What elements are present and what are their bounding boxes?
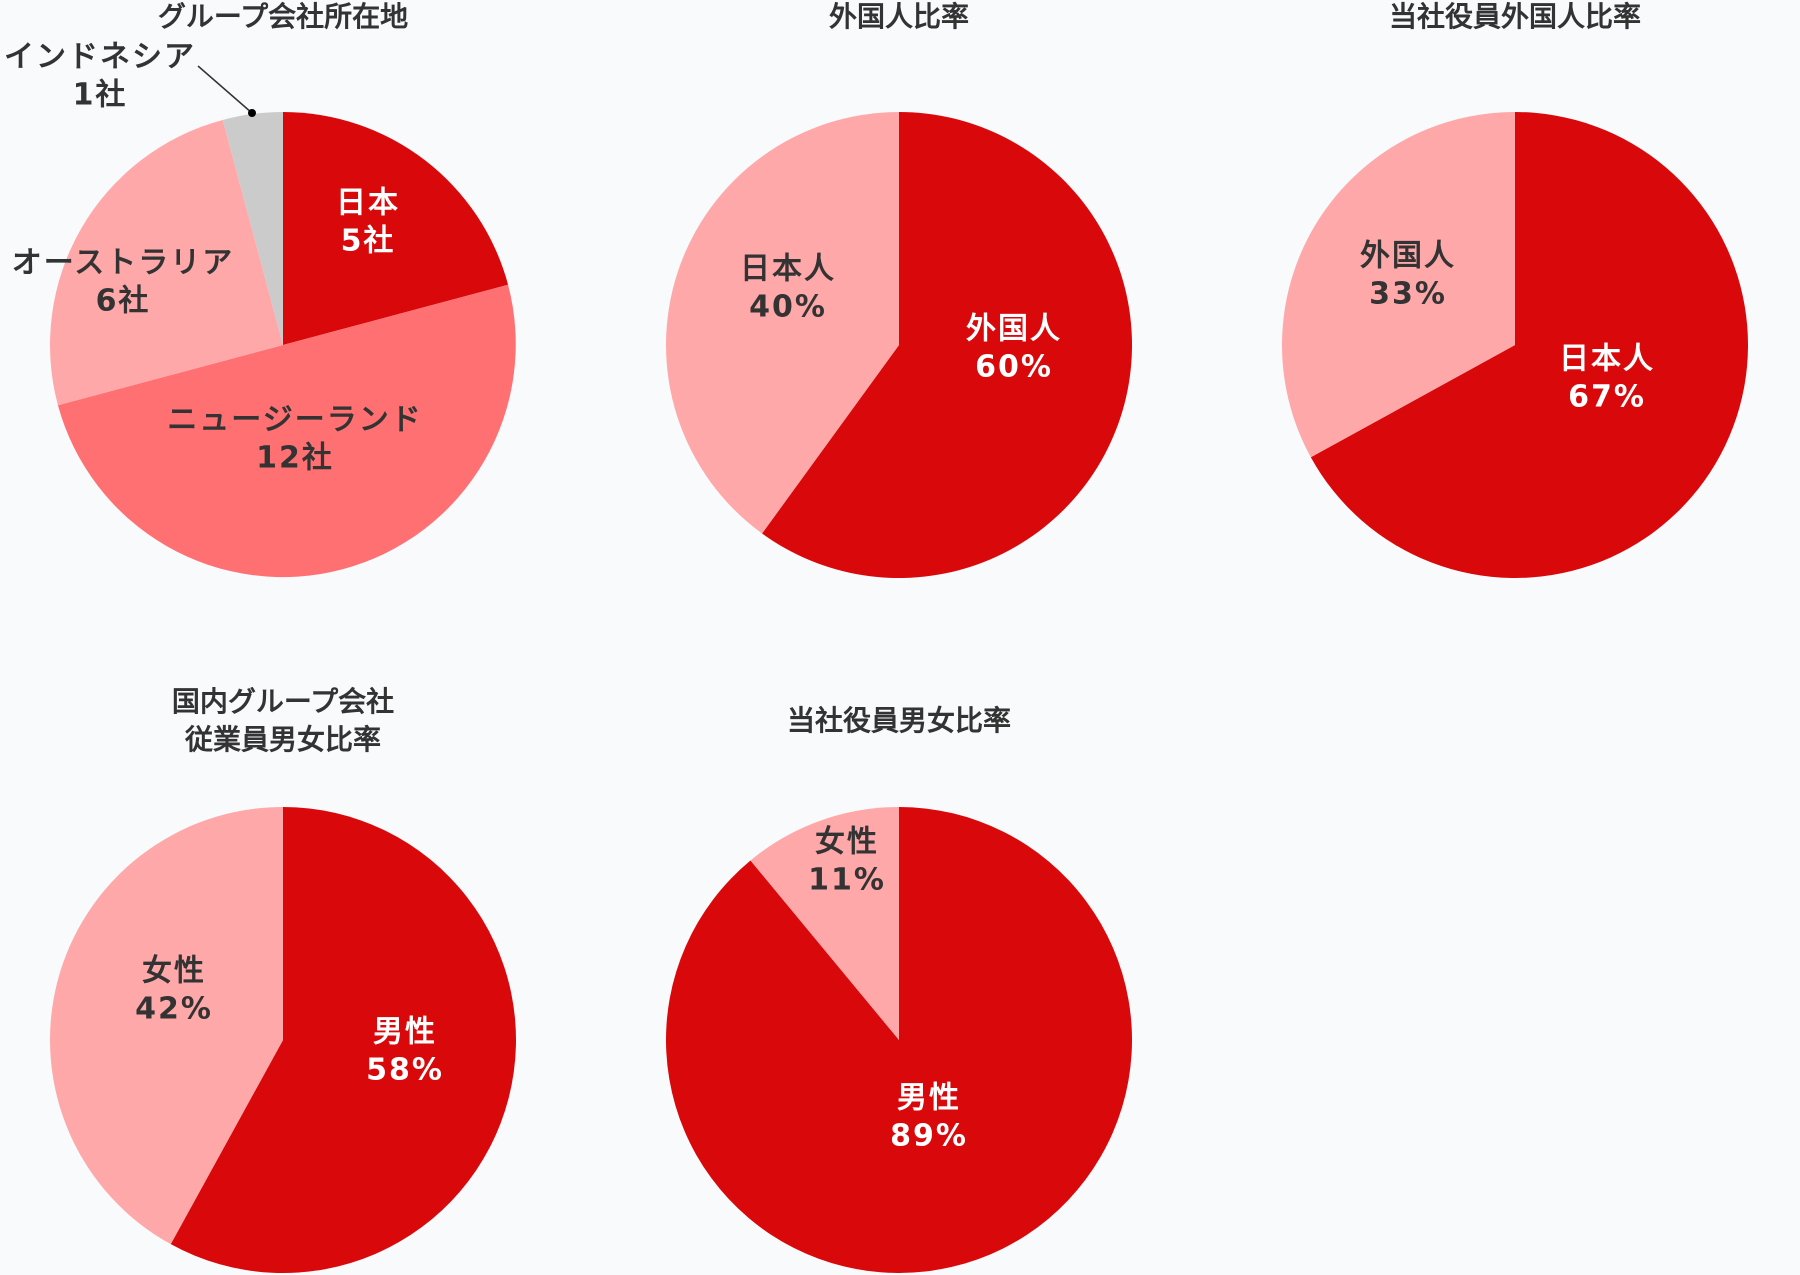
pie-slice [50, 119, 283, 406]
slice-label: 男性 [897, 1081, 961, 1116]
pie-slice [170, 807, 516, 1273]
slice-label: 女性 [142, 954, 206, 989]
pie-slice [57, 284, 516, 578]
slice-label: インドネシア [4, 40, 196, 75]
slice-value: 33% [1369, 277, 1447, 312]
chart-title: グループ会社所在地 [158, 0, 408, 33]
pie-slice [750, 807, 899, 1040]
slice-value: 40% [749, 290, 827, 325]
leader-dot [248, 109, 256, 117]
chart-title: 当社役員男女比率 [787, 704, 1011, 737]
slice-value: 5社 [341, 224, 396, 259]
slice-label: 外国人 [966, 312, 1062, 347]
slice-value: 1社 [73, 78, 128, 113]
chart-title: 外国人比率 [829, 0, 969, 33]
slice-value: 60% [975, 350, 1053, 385]
slice-label: 女性 [815, 825, 879, 860]
pie-slice [665, 807, 1132, 1274]
slice-label: 男性 [373, 1015, 437, 1050]
pie-slice [762, 112, 1133, 579]
chart-title: 従業員男女比率 [184, 723, 381, 756]
slice-label: ニュージーランド [167, 403, 422, 438]
pie-slice [1310, 112, 1748, 578]
chart-title: 国内グループ会社 [172, 685, 394, 718]
pie-slice [283, 112, 509, 345]
pie-slice [666, 112, 899, 534]
slice-label: 日本人 [740, 252, 836, 287]
slice-label: 外国人 [1360, 239, 1456, 274]
pie-slice [49, 807, 284, 1245]
slice-label: 日本 [336, 186, 400, 221]
slice-value: 6社 [96, 284, 151, 319]
pie-slice [222, 112, 283, 345]
slice-value: 12社 [256, 441, 334, 476]
slice-label: 日本人 [1559, 342, 1655, 377]
slice-value: 89% [890, 1119, 968, 1154]
slice-value: 67% [1568, 380, 1646, 415]
slice-value: 11% [808, 863, 886, 898]
slice-value: 42% [135, 992, 213, 1027]
slice-label: オーストラリア [12, 246, 235, 281]
leader-line [197, 65, 253, 114]
pie-slice [1281, 112, 1515, 458]
chart-title: 当社役員外国人比率 [1389, 0, 1641, 33]
slice-value: 58% [366, 1053, 444, 1088]
